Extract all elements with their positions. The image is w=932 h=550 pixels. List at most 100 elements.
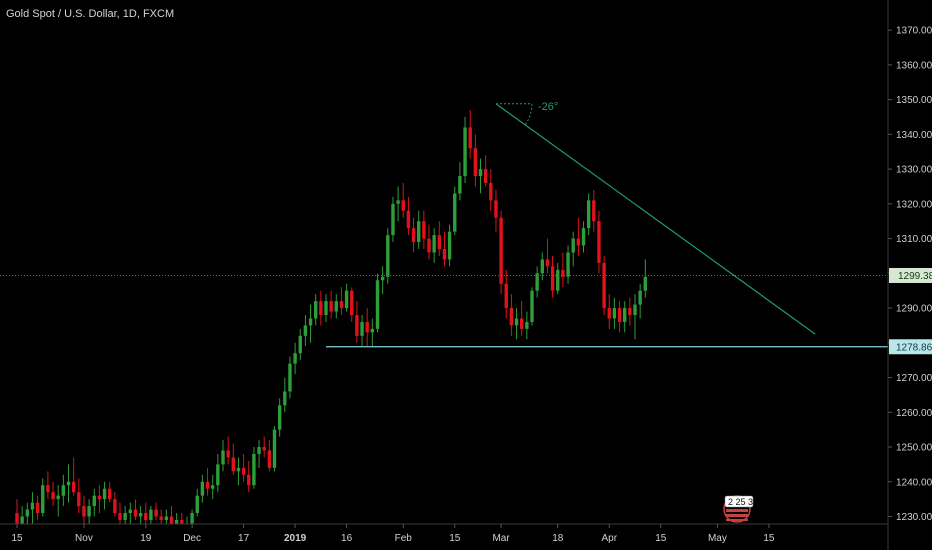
candle-body — [628, 308, 632, 316]
candle-body — [329, 301, 333, 312]
candle-body — [293, 353, 297, 364]
candle-body — [406, 210, 411, 229]
time-tick-label: Mar — [492, 533, 510, 544]
candle-body — [92, 495, 96, 507]
candle-body — [473, 148, 478, 177]
candle-body — [550, 266, 555, 291]
candle-body — [483, 169, 488, 183]
candle-body — [344, 290, 349, 309]
candle-body — [205, 481, 210, 489]
candle-body — [334, 301, 338, 312]
candle-body — [463, 127, 467, 177]
svg-text:1299.38: 1299.38 — [898, 271, 932, 282]
candle-body — [607, 308, 611, 319]
candle-body — [221, 450, 225, 465]
time-tick-label: Feb — [395, 533, 413, 544]
price-tick-label: 1260.00 — [896, 408, 932, 419]
candle-body — [97, 495, 102, 500]
time-axis[interactable]: 15 Nov 19 Dec 17 2019 16 Feb 15 Mar 18 Apr 15 May 15 — [0, 523, 888, 544]
news-events-badge[interactable]: 2 25 3 — [723, 495, 754, 523]
svg-text:1278.86: 1278.86 — [896, 342, 932, 353]
candle-body — [411, 228, 416, 243]
time-tick-label: 18 — [552, 533, 564, 544]
candle-body — [592, 200, 596, 222]
candle-body — [638, 290, 642, 305]
price-tick-label: 1310.00 — [896, 234, 932, 245]
candle-body — [571, 238, 575, 253]
candle-body — [283, 391, 287, 406]
time-tick-label: Nov — [75, 533, 93, 544]
time-tick-label: Apr — [601, 533, 617, 544]
candle-body — [123, 513, 127, 520]
candle-body — [566, 252, 570, 277]
price-tick-label: 1340.00 — [896, 130, 932, 141]
candle-body — [617, 308, 622, 322]
candle-body — [370, 328, 375, 333]
candle-body — [535, 273, 539, 291]
time-tick-label: 17 — [238, 533, 250, 544]
candle-body — [25, 509, 29, 517]
candle-body — [494, 200, 498, 218]
candle-body — [499, 217, 503, 284]
candle-body — [319, 301, 323, 316]
candle-body — [128, 509, 132, 514]
candle-body — [643, 276, 647, 291]
candle-body — [509, 308, 514, 326]
candlestick-series — [15, 110, 647, 524]
candle-body — [71, 481, 76, 493]
price-tick-label: 1270.00 — [896, 373, 932, 384]
descending-trendline[interactable] — [495, 103, 816, 335]
candle-body — [442, 249, 447, 260]
candle-body — [159, 516, 163, 520]
candle-body — [113, 499, 117, 514]
candle-body — [556, 269, 560, 291]
candle-body — [422, 221, 426, 239]
candle-body — [355, 315, 359, 336]
candle-body — [118, 513, 122, 520]
time-tick-label: 2019 — [284, 533, 307, 544]
candle-body — [149, 509, 153, 520]
candle-body — [77, 492, 81, 507]
candle-body — [236, 467, 241, 472]
candle-body — [272, 429, 277, 468]
candle-body — [520, 318, 524, 329]
candle-body — [102, 488, 107, 500]
candle-body — [144, 513, 148, 520]
candle-body — [458, 176, 462, 194]
candle-body — [51, 492, 55, 500]
candle-body — [489, 182, 493, 201]
price-tick-label: 1250.00 — [896, 443, 932, 454]
angle-label: -26° — [538, 101, 558, 113]
time-tick-label: 19 — [140, 533, 152, 544]
candle-body — [231, 457, 235, 472]
candle-body — [401, 200, 405, 211]
candle-body — [386, 235, 390, 277]
news-badge-text: 2 25 3 — [728, 497, 753, 507]
candle-body — [61, 485, 66, 496]
price-tick-label: 1290.00 — [896, 304, 932, 315]
candle-body — [20, 516, 24, 524]
time-tick-label: 15 — [449, 533, 461, 544]
candle-body — [257, 447, 261, 454]
candle-body — [525, 321, 529, 329]
candle-body — [180, 519, 184, 524]
candle-body — [247, 474, 251, 486]
candle-body — [174, 519, 179, 524]
candle-body — [252, 453, 256, 486]
candle-body — [324, 301, 328, 316]
candle-body — [308, 318, 313, 326]
candle-body — [169, 516, 174, 524]
candle-body — [241, 467, 246, 475]
candle-body — [46, 485, 50, 493]
candle-body — [602, 262, 606, 309]
candle-body — [138, 513, 143, 517]
price-tick-label: 1350.00 — [896, 95, 932, 106]
candle-body — [339, 301, 344, 309]
candle-body — [164, 516, 169, 520]
candle-body — [82, 506, 86, 517]
candle-body — [66, 481, 71, 486]
candle-body — [303, 325, 308, 336]
drawing-overlays[interactable]: -26° — [0, 101, 888, 348]
candle-body — [530, 290, 534, 322]
